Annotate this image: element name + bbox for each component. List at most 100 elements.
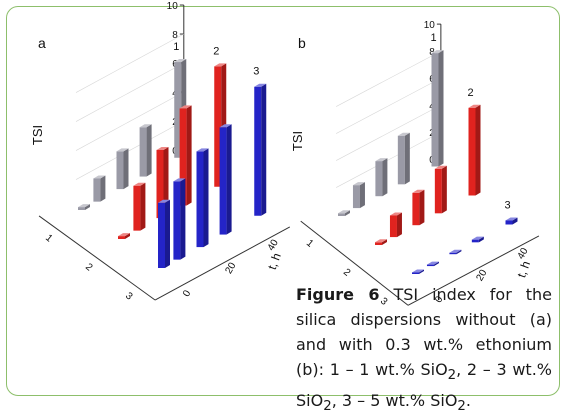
bar-side-face (146, 124, 152, 177)
x-axis-line (300, 220, 409, 306)
bar-top-face (449, 249, 462, 253)
bar-top-face (412, 269, 424, 273)
t-axis-line (154, 226, 291, 301)
bar-top-face (173, 178, 186, 182)
bar-front-face (219, 127, 227, 235)
bar-front-face (375, 242, 382, 245)
bar-front-face (352, 185, 360, 209)
bar (468, 104, 481, 196)
y-gridline (75, 33, 184, 93)
x-tick-label: 2 (341, 267, 353, 279)
x-axis-line (38, 215, 156, 301)
bar-front-face (397, 135, 405, 185)
x-tick-label: 1 (43, 233, 55, 245)
figure-charts: a0246810TSI12302040t, h123b0246810TSI123… (30, 1, 540, 308)
bar-top-face (468, 104, 481, 108)
t-tick-label: 20 (223, 260, 238, 276)
x-tick-label: 1 (304, 238, 316, 250)
x-tick-label: 3 (123, 291, 135, 303)
x-tick-label: 3 (378, 296, 390, 308)
bar-front-face (173, 181, 181, 260)
bar-side-face (382, 239, 387, 245)
y-tick-label: 8 (172, 30, 178, 41)
t-tick-label: 20 (474, 268, 489, 284)
bar-top-face (254, 83, 267, 87)
bar-top-face (375, 158, 388, 162)
bar (118, 233, 130, 239)
caption-fragment: , 3 – 5 wt.% SiO (331, 391, 458, 411)
bar-front-face (196, 151, 204, 248)
bar-side-face (359, 182, 365, 209)
bar-top-face (426, 261, 439, 265)
bar (116, 148, 129, 190)
caption-fragment: . (465, 391, 471, 411)
bar-front-face (338, 213, 345, 216)
bar-side-face (345, 210, 350, 216)
bar (78, 204, 90, 210)
bar (139, 124, 152, 177)
bar-front-face (389, 215, 397, 238)
bar-side-face (123, 148, 129, 190)
bar-side-face (441, 165, 447, 214)
bar-front-face (158, 202, 165, 268)
bar-side-face (261, 83, 267, 216)
bar-top-face (434, 165, 447, 169)
bar-top-face (118, 233, 130, 237)
series-label: 3 (504, 199, 510, 211)
bar-side-face (226, 124, 232, 235)
caption-subscript: 2 (447, 368, 457, 384)
bar (412, 189, 425, 226)
y-gridline (75, 120, 184, 180)
bar-front-face (179, 108, 187, 206)
t-tick-label: 40 (266, 237, 281, 253)
y-tick-label: 10 (424, 20, 436, 31)
bar-front-face (449, 252, 457, 255)
bar-top-face (412, 189, 425, 193)
bar-front-face (412, 272, 419, 274)
bar-side-face (512, 217, 518, 225)
bar-side-face (456, 249, 462, 255)
t-axis-label: t, h (514, 259, 533, 279)
bar-front-face (434, 168, 442, 214)
bar-side-face (433, 261, 439, 267)
bar-front-face (375, 161, 383, 197)
bar-top-face (133, 182, 146, 186)
bar-front-face (431, 53, 439, 167)
y-gridline (336, 131, 442, 188)
bar-side-face (140, 182, 146, 231)
bar-top-face (78, 204, 90, 208)
bar-top-face (174, 59, 187, 63)
t-tick-label: 0 (433, 294, 446, 305)
bar-top-face (179, 105, 192, 109)
bar-front-face (78, 207, 85, 210)
series-label: 3 (253, 66, 259, 78)
figure-caption: Figure 6 TSI index for the silica disper… (296, 282, 552, 419)
bar-top-face (338, 210, 350, 214)
bar-side-face (419, 269, 424, 274)
bar (505, 217, 518, 225)
panel-label: b (298, 35, 306, 51)
caption-subscript: 2 (457, 399, 466, 415)
series-label: 2 (467, 87, 473, 99)
bar-front-face (133, 185, 141, 231)
bar (412, 269, 424, 274)
y-gridline (75, 91, 184, 151)
t-axis-line (407, 235, 540, 306)
bar (389, 212, 402, 238)
bar-side-face (438, 50, 444, 167)
bar-front-face (468, 107, 476, 196)
y-gridline (336, 50, 442, 107)
bar (426, 261, 439, 267)
bar-side-face (203, 148, 209, 248)
bar-side-face (382, 158, 388, 197)
bar-top-face (158, 199, 170, 203)
bar (434, 165, 447, 214)
bar-side-face (404, 132, 410, 185)
caption-text: TSI index for the silica dispersions wit… (296, 285, 552, 414)
caption-subscript: 2 (323, 399, 332, 415)
bar (254, 83, 267, 216)
bar-side-face (478, 236, 484, 243)
bar (431, 50, 444, 167)
bar-front-face (471, 239, 479, 243)
bar (173, 178, 186, 260)
